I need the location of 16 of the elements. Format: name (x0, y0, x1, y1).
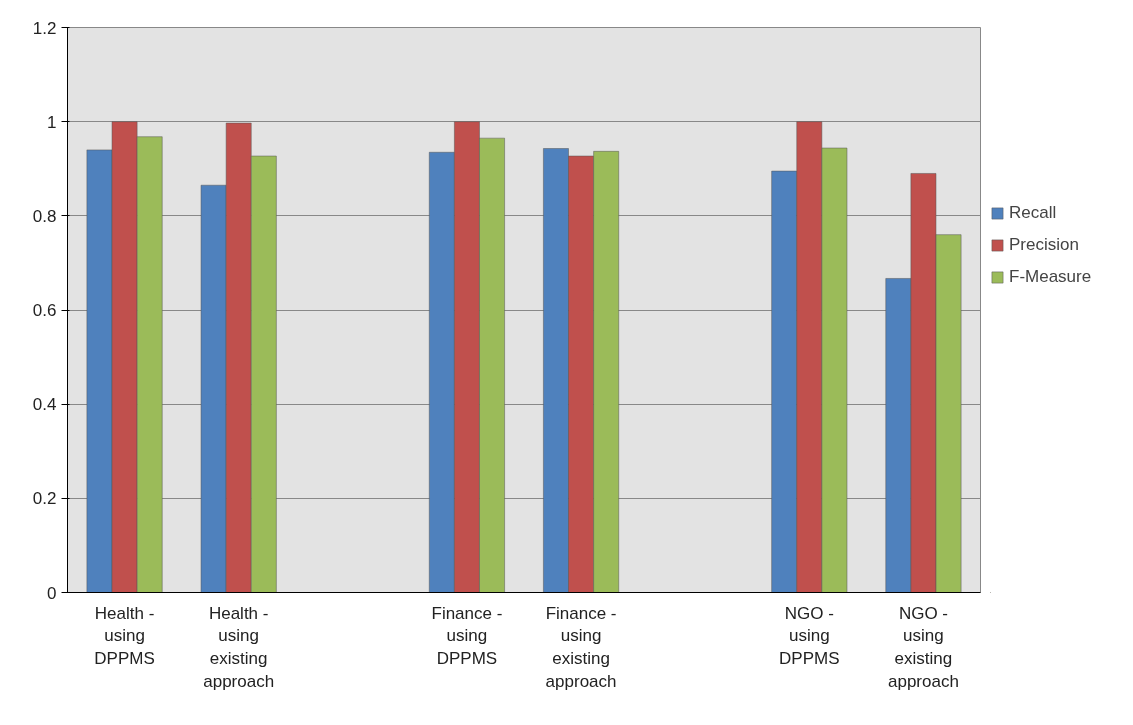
x-tick-label: Health - using existing approach (203, 603, 275, 691)
y-tick-label: 1 (47, 112, 57, 132)
x-tick-label: NGO - using DPPMS (779, 603, 840, 669)
y-tick-label: 0.8 (32, 206, 57, 226)
y-tick-label: 1.2 (32, 18, 57, 38)
x-tick-label: Finance - using existing approach (545, 603, 617, 691)
x-tick-label: Finance - using DPPMS (431, 603, 503, 669)
legend-label: F-Measure (1009, 267, 1092, 287)
y-tick-label: 0.2 (32, 489, 57, 509)
x-tick-label: Health - using DPPMS (94, 603, 155, 669)
legend-label: Recall (1009, 203, 1057, 223)
y-tick-label: 0 (47, 583, 57, 603)
legend-label: Precision (1009, 235, 1079, 255)
x-tick-label: NGO - using existing approach (887, 603, 959, 691)
y-tick-label: 0.6 (32, 301, 57, 320)
y-tick-label: 0.4 (32, 395, 57, 415)
